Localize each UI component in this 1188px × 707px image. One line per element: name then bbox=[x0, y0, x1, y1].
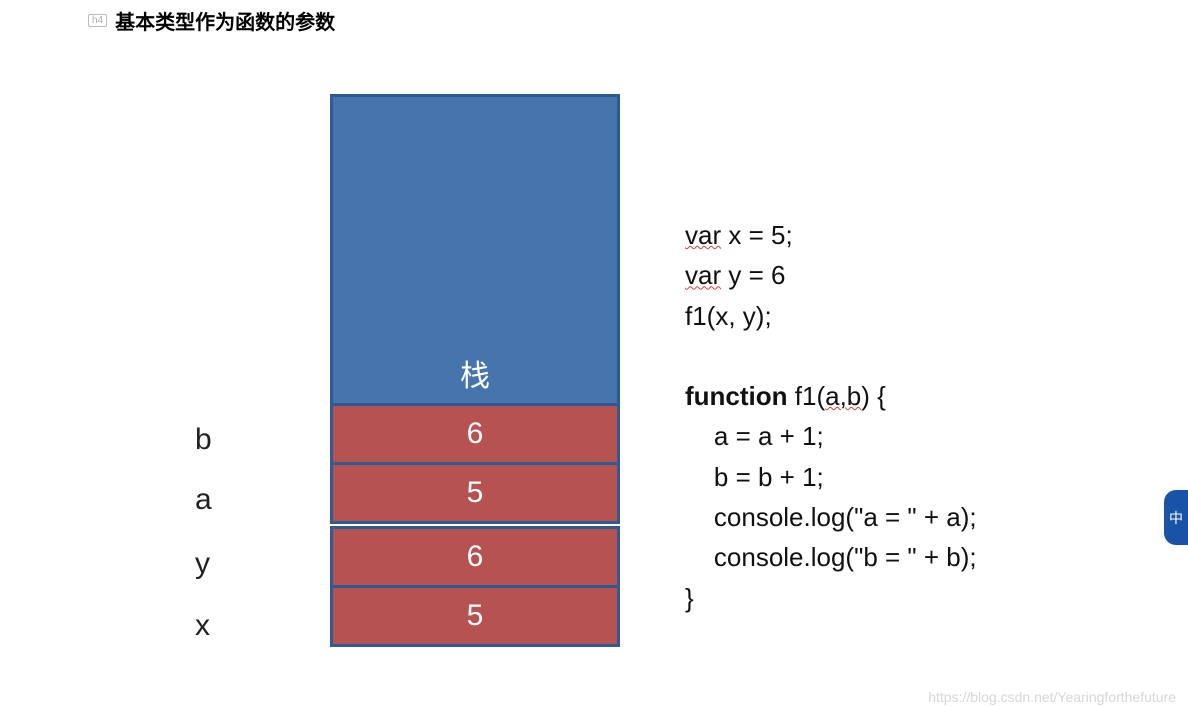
code-line: var y = 6 bbox=[685, 255, 977, 295]
stack-rows: 6565 bbox=[330, 403, 620, 647]
variable-label: a bbox=[195, 483, 212, 517]
stack-diagram: 栈 6565 bbox=[330, 94, 620, 647]
stack-cell: 5 bbox=[330, 585, 620, 647]
page-title: 基本类型作为函数的参数 bbox=[115, 6, 335, 35]
stack-cell: 6 bbox=[330, 403, 620, 465]
code-line: console.log("b = " + b); bbox=[685, 537, 977, 577]
side-tab-label: 中 bbox=[1169, 508, 1183, 528]
code-line: a = a + 1; bbox=[685, 416, 977, 456]
code-line: console.log("a = " + a); bbox=[685, 497, 977, 537]
code-line: var x = 5; bbox=[685, 215, 977, 255]
stack-cell: 5 bbox=[330, 462, 620, 524]
side-tab[interactable]: 中 bbox=[1164, 490, 1188, 545]
heading-level-badge: h4 bbox=[88, 14, 107, 27]
code-snippet: var x = 5;var y = 6f1(x, y); function f1… bbox=[685, 215, 977, 618]
header: h4 基本类型作为函数的参数 bbox=[88, 6, 335, 35]
variable-label: y bbox=[195, 547, 210, 581]
stack-top-label: 栈 bbox=[460, 351, 490, 395]
code-line bbox=[685, 336, 977, 376]
code-line: b = b + 1; bbox=[685, 457, 977, 497]
code-line: function f1(a,b) { bbox=[685, 376, 977, 416]
variable-label: x bbox=[195, 609, 210, 643]
code-line: f1(x, y); bbox=[685, 296, 977, 336]
variable-label: b bbox=[195, 423, 212, 457]
stack-cell: 6 bbox=[330, 526, 620, 588]
stack-top-region: 栈 bbox=[330, 94, 620, 406]
watermark: https://blog.csdn.net/Yearingforthefutur… bbox=[928, 689, 1176, 705]
code-line: } bbox=[685, 578, 977, 618]
